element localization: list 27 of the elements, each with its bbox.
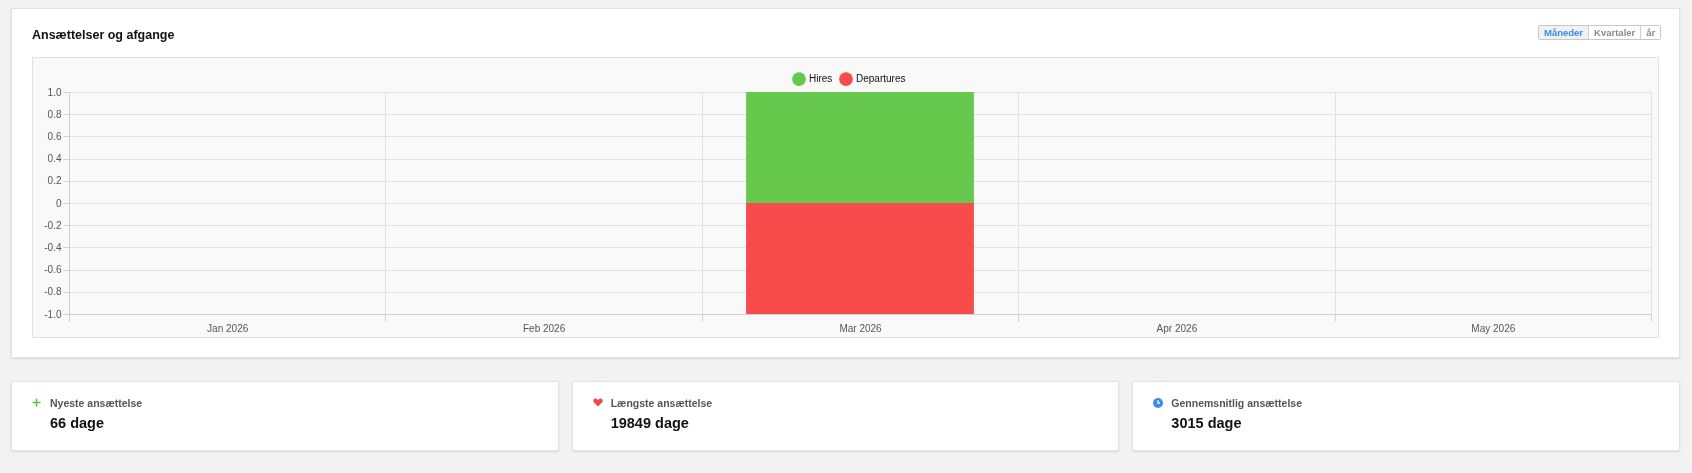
y-tick-label: -0.8 — [44, 286, 62, 298]
x-tick-label: May 2026 — [1471, 322, 1516, 334]
y-tick-label: -1.0 — [44, 308, 62, 320]
x-tick-label: Apr 2026 — [1156, 322, 1198, 334]
text: Gennemsnitlig ansættelse — [1171, 397, 1303, 409]
chart-title: Ansættelser og afgange — [32, 27, 175, 42]
text: 66 dage — [50, 415, 104, 431]
y-tick-label: 0.8 — [47, 108, 62, 120]
text: 19849 dage — [610, 415, 689, 431]
legend-label: Hires — [809, 73, 833, 85]
x-tick-label: Jan 2026 — [207, 322, 249, 334]
y-tick-label: -0.2 — [44, 219, 62, 231]
y-tick-label: 0 — [55, 197, 62, 209]
toggle-button[interactable]: år — [1640, 26, 1661, 39]
x-tick-label: Feb 2026 — [522, 322, 566, 334]
text: Længste ansættelse — [610, 397, 713, 409]
text: 3015 dage — [1171, 415, 1242, 431]
y-tick-label: -0.4 — [44, 241, 62, 253]
y-tick-label: 0.2 — [47, 175, 62, 187]
y-tick-label: 0.6 — [47, 130, 62, 142]
y-tick-label: 0.4 — [47, 153, 62, 165]
y-tick-label: 1.0 — [47, 86, 62, 98]
text: Nyeste ansættelse — [50, 397, 143, 409]
legend-label: Departures — [856, 73, 906, 85]
toggle-button[interactable]: Måneder — [1539, 26, 1589, 39]
x-tick-label: Mar 2026 — [839, 322, 883, 334]
y-tick-label: -0.6 — [44, 264, 62, 276]
